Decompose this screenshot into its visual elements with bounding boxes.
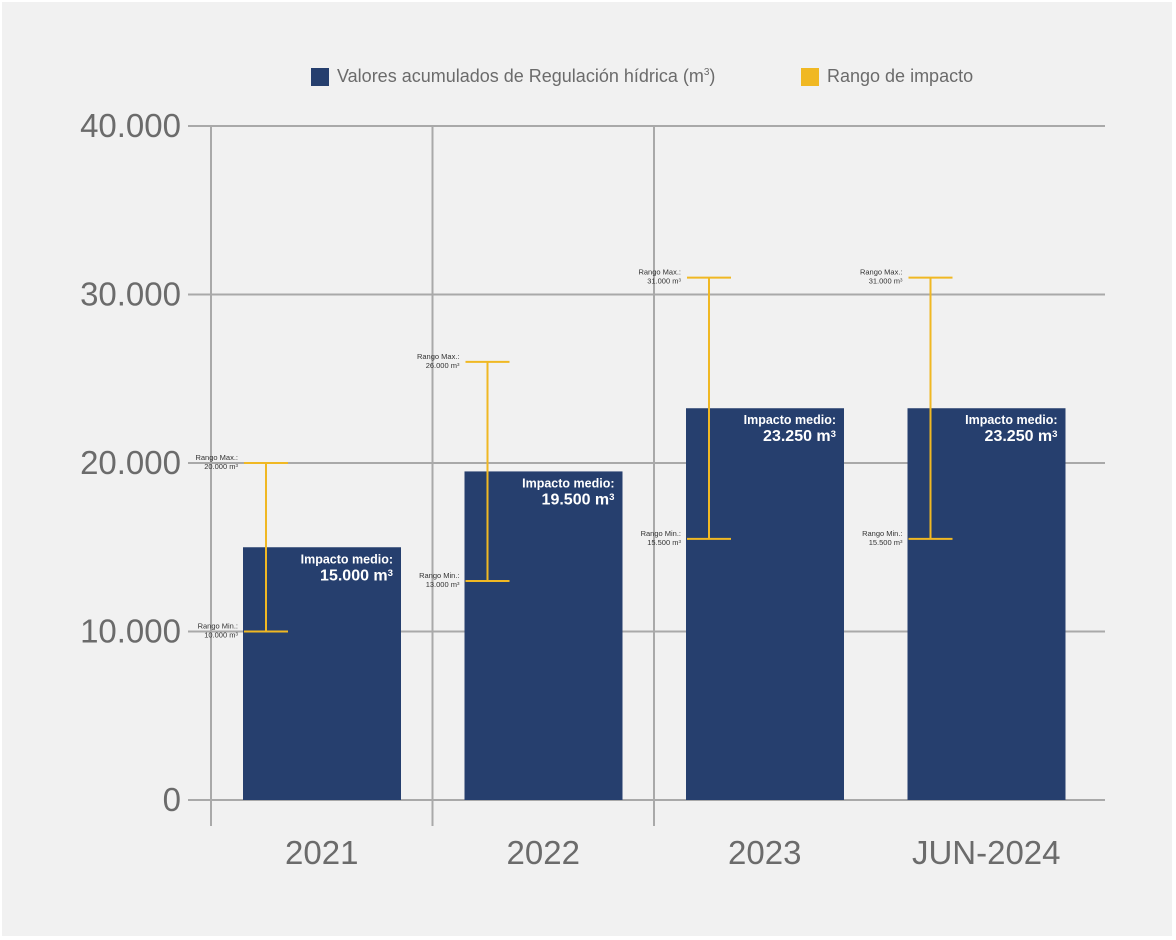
range-min-label-value-0: 10.000 m3 [204,631,238,640]
bar-0 [243,547,401,800]
y-tick-label-2: 20.000 [80,444,181,481]
range-max-label-value-1: 26.000 m3 [426,361,460,370]
y-tick-label-3: 30.000 [80,276,181,313]
range-max-label-title-1: Rango Max.: [417,352,460,361]
legend-item-range: Rango de impacto [801,66,973,87]
y-tick-label-1: 10.000 [80,613,181,650]
y-tick-label-0: 0 [163,781,181,818]
bar-label-value-2: 23.250 m3 [763,428,836,445]
bar-1 [464,471,623,800]
bar-label-title-0: Impacto medio: [301,552,393,566]
range-min-label-value-1: 13.000 m3 [426,580,460,589]
range-max-label-title-0: Rango Max.: [195,453,238,462]
range-min-label-title-1: Rango Min.: [419,571,459,580]
range-max-label-title-3: Rango Max.: [860,268,903,277]
x-tick-label-1: 2022 [507,834,580,871]
legend-label-bars: Valores acumulados de Regulación hídrica… [337,66,716,86]
y-tick-label-4: 40.000 [80,107,181,144]
legend-label-range: Rango de impacto [827,66,974,86]
range-min-label-value-2: 15.500 m3 [647,538,681,547]
legend-swatch-range [801,67,819,86]
range-max-label-value-3: 31.000 m3 [869,277,903,286]
x-tick-label-0: 2021 [285,834,358,871]
range-min-label-title-2: Rango Min.: [641,529,681,538]
range-min-label-title-0: Rango Min.: [198,622,238,631]
bar-label-value-1: 19.500 m3 [542,491,615,508]
x-tick-label-3: JUN-2024 [912,834,1061,871]
range-min-label-title-3: Rango Min.: [862,529,902,538]
bar-label-title-2: Impacto medio: [744,413,836,427]
bar-2 [686,408,844,800]
bar-label-value-3: 23.250 m3 [985,428,1058,445]
x-tick-label-2: 2023 [728,834,801,871]
range-max-label-value-2: 31.000 m3 [647,277,681,286]
range-min-label-value-3: 15.500 m3 [869,538,903,547]
bar-label-value-0: 15.000 m3 [320,567,393,584]
bar-label-title-1: Impacto medio: [522,476,614,490]
bar-3 [907,408,1066,800]
bar-label-title-3: Impacto medio: [965,413,1057,427]
range-max-label-value-0: 20.000 m3 [204,462,238,471]
legend-item-bars: Valores acumulados de Regulación hídrica… [311,66,715,87]
legend-swatch-bars [311,67,329,86]
range-max-label-title-2: Rango Max.: [638,268,681,277]
legend: Valores acumulados de Regulación hídrica… [0,66,1176,90]
